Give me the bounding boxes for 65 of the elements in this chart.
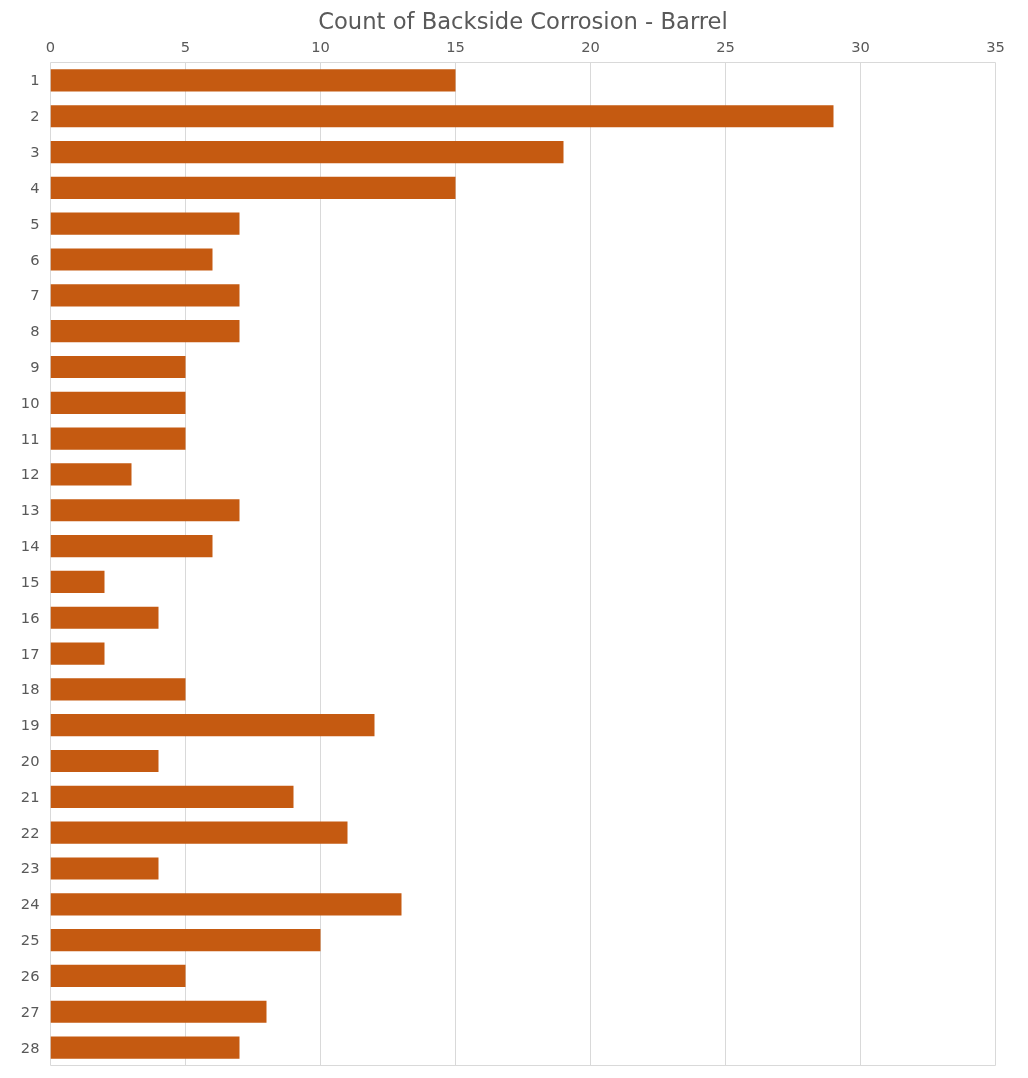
- bar: [50, 463, 132, 486]
- bar: [50, 785, 294, 808]
- y-tick-label: 8: [30, 322, 40, 340]
- bar: [50, 248, 213, 271]
- y-tick-label: 16: [20, 608, 40, 626]
- bar: [50, 284, 240, 307]
- bar: [50, 714, 375, 737]
- y-tick-label: 12: [20, 465, 40, 483]
- y-tick-label: 7: [30, 286, 40, 304]
- bar: [50, 140, 564, 164]
- y-tick-label: 27: [20, 1002, 40, 1020]
- y-tick-label: 22: [20, 823, 40, 841]
- y-tick-label: 11: [20, 429, 40, 447]
- bar: [50, 1036, 240, 1059]
- bar: [50, 212, 240, 235]
- y-tick-label: 13: [20, 501, 40, 519]
- bar: [50, 964, 186, 988]
- bar: [50, 893, 402, 916]
- bar: [50, 499, 240, 522]
- y-tick-label: 25: [20, 931, 40, 949]
- x-tick-label: 15: [446, 37, 465, 55]
- y-tick-label: 2: [30, 107, 40, 125]
- x-tick-label: 35: [986, 37, 1005, 55]
- x-tick-label: 30: [851, 37, 870, 55]
- y-tick-label: 19: [20, 716, 40, 734]
- bar: [50, 534, 213, 558]
- y-tick-label: 15: [20, 572, 40, 590]
- bar: [50, 320, 240, 343]
- bar: [50, 821, 348, 844]
- y-tick-label: 3: [30, 143, 40, 161]
- bar: [50, 176, 456, 199]
- y-tick-label: 28: [20, 1038, 40, 1056]
- x-tick-label: 20: [581, 37, 600, 55]
- y-tick-label: 5: [30, 214, 40, 232]
- bar: [50, 355, 186, 379]
- x-tick-label: 5: [180, 37, 191, 55]
- bar: [50, 105, 834, 128]
- bar: [50, 427, 186, 450]
- bar: [50, 391, 186, 414]
- bar: [50, 69, 456, 92]
- x-tick-label: 25: [716, 37, 735, 55]
- y-tick-label: 1: [30, 71, 40, 89]
- x-tick-label: 0: [45, 37, 56, 55]
- y-tick-label: 10: [20, 393, 40, 411]
- bar: [50, 678, 186, 701]
- y-tick-label: 14: [20, 537, 40, 555]
- y-tick-label: 4: [30, 178, 40, 196]
- bar: [50, 642, 105, 665]
- bar: [50, 570, 105, 594]
- bar: [50, 857, 159, 880]
- y-tick-label: 6: [30, 250, 40, 268]
- y-tick-label: 9: [30, 357, 40, 375]
- y-tick-label: 17: [20, 644, 40, 662]
- bar: [50, 749, 159, 773]
- y-tick-label: 18: [20, 680, 40, 698]
- y-tick-label: 24: [20, 895, 40, 913]
- y-tick-label: 26: [20, 966, 40, 984]
- chart-title: Count of Backside Corrosion - Barrel: [318, 7, 728, 34]
- x-tick-label: 10: [311, 37, 330, 55]
- y-tick-label: 23: [20, 859, 40, 877]
- y-tick-label: 20: [20, 752, 40, 770]
- bar: [50, 929, 321, 952]
- bar: [50, 1000, 267, 1023]
- y-tick-label: 21: [20, 787, 40, 805]
- bar: [50, 606, 159, 629]
